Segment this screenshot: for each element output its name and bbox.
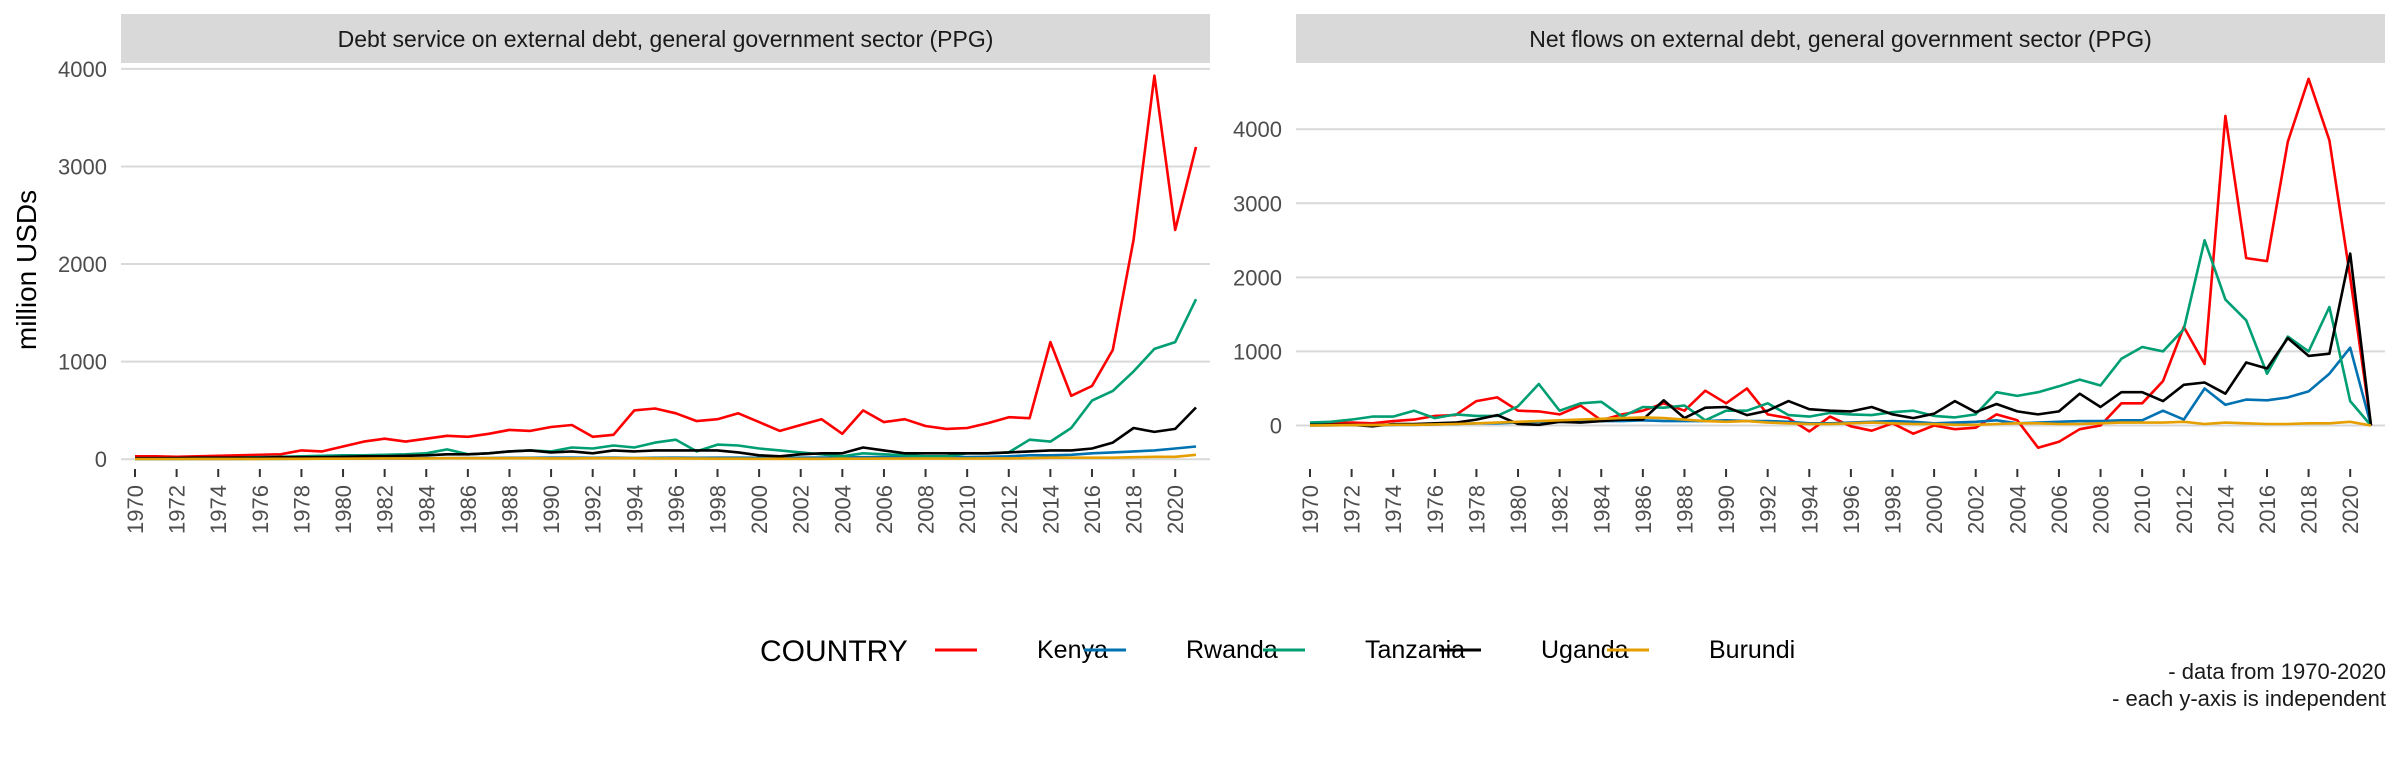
x-tick-label: 2020 xyxy=(1163,485,1188,534)
legend-label-burundi: Burundi xyxy=(1709,636,1795,664)
legend-label-rwanda: Rwanda xyxy=(1186,636,1278,664)
panel-title: Net flows on external debt, general gove… xyxy=(1529,26,2152,52)
x-tick-label: 2006 xyxy=(2047,485,2072,534)
series-line-uganda xyxy=(1310,252,2373,428)
x-tick-label: 1992 xyxy=(1756,485,1781,534)
x-tick-label: 1984 xyxy=(1589,485,1614,534)
x-tick-label: 1998 xyxy=(706,485,731,534)
y-tick-label: 0 xyxy=(1270,414,1282,439)
x-axis: 1970 1972 1974 1976 1978 1980 1982 1984 1986 1988… xyxy=(1298,469,2363,534)
x-tick-label: 1978 xyxy=(1464,485,1489,534)
series-lines xyxy=(135,74,1198,461)
x-tick-label: 1974 xyxy=(1381,485,1406,534)
x-tick-label: 1986 xyxy=(1631,485,1656,534)
x-tick-label: 1998 xyxy=(1881,485,1906,534)
x-tick-label: 1970 xyxy=(1298,485,1323,534)
legend-title: COUNTRY xyxy=(760,635,908,668)
x-tick-label: 1974 xyxy=(206,485,231,534)
x-tick-label: 1990 xyxy=(539,485,564,534)
y-tick-label: 1000 xyxy=(1233,339,1282,364)
x-tick-label: 2014 xyxy=(1038,485,1063,534)
x-tick-label: 1994 xyxy=(1797,485,1822,534)
y-tick-label: 3000 xyxy=(1233,191,1282,216)
x-tick-label: 2002 xyxy=(789,485,814,534)
x-tick-label: 1976 xyxy=(248,485,273,534)
caption-line-1: - data from 1970-2020 xyxy=(2168,659,2386,684)
panel-debt-service: Debt service on external debt, general g… xyxy=(58,14,1210,534)
y-tick-label: 2000 xyxy=(58,252,107,277)
gridlines xyxy=(121,67,1210,461)
x-tick-label: 1976 xyxy=(1423,485,1448,534)
x-tick-label: 1980 xyxy=(1506,485,1531,534)
x-tick-label: 1978 xyxy=(289,485,314,534)
legend: COUNTRY Kenya Rwanda Tanzania Uganda Burundi xyxy=(760,635,1795,668)
y-axis-title: million USDs xyxy=(11,190,42,350)
x-tick-label: 2008 xyxy=(2089,485,2114,534)
series-line-tanzania xyxy=(1309,239,2372,427)
x-tick-label: 2014 xyxy=(2213,485,2238,534)
caption-line-2: - each y-axis is independent xyxy=(2112,686,2386,711)
x-tick-label: 2000 xyxy=(1922,485,1947,534)
x-tick-label: 2004 xyxy=(2005,485,2030,534)
gridlines xyxy=(1296,128,2385,427)
x-tick-label: 2018 xyxy=(2297,485,2322,534)
legend-items: Kenya Rwanda Tanzania Uganda Burundi xyxy=(935,636,1795,664)
y-tick-label: 3000 xyxy=(58,154,107,179)
panel-title: Debt service on external debt, general g… xyxy=(338,26,994,52)
y-tick-label: 4000 xyxy=(1233,117,1282,142)
x-tick-label: 2010 xyxy=(2130,485,2155,534)
x-tick-label: 2020 xyxy=(2338,485,2363,534)
x-tick-label: 2016 xyxy=(1080,485,1105,534)
x-tick-label: 2010 xyxy=(955,485,980,534)
x-tick-label: 2018 xyxy=(1122,485,1147,534)
panel-net-flows: Net flows on external debt, general gove… xyxy=(1233,14,2385,534)
y-tick-label: 1000 xyxy=(58,350,107,375)
x-tick-label: 2000 xyxy=(747,485,772,534)
x-tick-label: 2012 xyxy=(2172,485,2197,534)
x-tick-label: 2008 xyxy=(914,485,939,534)
x-tick-label: 1996 xyxy=(664,485,689,534)
panel-strip xyxy=(1296,14,2385,63)
series-line-kenya xyxy=(1309,77,2373,450)
x-tick-label: 2012 xyxy=(997,485,1022,534)
series-line-kenya xyxy=(135,74,1198,459)
series-lines xyxy=(1309,77,2373,450)
x-tick-label: 1980 xyxy=(331,485,356,534)
y-axis: 0 1000 2000 3000 4000 xyxy=(58,57,107,472)
panel-strip xyxy=(121,14,1210,63)
x-tick-label: 1970 xyxy=(123,485,148,534)
x-tick-label: 1982 xyxy=(1548,485,1573,534)
x-tick-label: 1986 xyxy=(456,485,481,534)
y-tick-label: 0 xyxy=(95,447,107,472)
x-tick-label: 1992 xyxy=(581,485,606,534)
x-axis: 1970 1972 1974 1976 1978 1980 1982 1984 1986 1988… xyxy=(123,469,1188,534)
x-tick-label: 1988 xyxy=(1672,485,1697,534)
x-tick-label: 1990 xyxy=(1714,485,1739,534)
y-tick-label: 2000 xyxy=(1233,265,1282,290)
series-line-uganda xyxy=(135,406,1197,460)
x-tick-label: 2006 xyxy=(872,485,897,534)
x-tick-label: 1994 xyxy=(622,485,647,534)
x-tick-label: 2002 xyxy=(1964,485,1989,534)
y-axis: 0 1000 2000 3000 4000 xyxy=(1233,117,1282,438)
x-tick-label: 1984 xyxy=(414,485,439,534)
series-line-burundi xyxy=(1309,416,2372,427)
x-tick-label: 1996 xyxy=(1839,485,1864,534)
y-tick-label: 4000 xyxy=(58,57,107,82)
series-line-burundi xyxy=(135,453,1197,461)
series-line-tanzania xyxy=(135,298,1198,461)
x-tick-label: 2016 xyxy=(2255,485,2280,534)
x-tick-label: 1972 xyxy=(1340,485,1365,534)
x-tick-label: 2004 xyxy=(830,485,855,534)
x-tick-label: 1988 xyxy=(497,485,522,534)
x-tick-label: 1972 xyxy=(165,485,190,534)
x-tick-label: 1982 xyxy=(373,485,398,534)
